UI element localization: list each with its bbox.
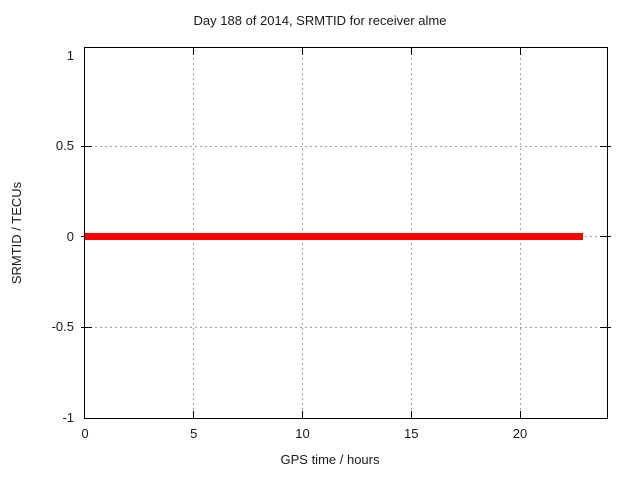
- x-tick-mark-top: [410, 48, 412, 55]
- x-tick-label: 20: [512, 426, 528, 441]
- x-tick-mark-top: [519, 48, 521, 55]
- x-tick-mark-top: [193, 48, 195, 55]
- plot-area: [81, 47, 611, 419]
- y-tick-label: 0: [66, 228, 74, 244]
- data-line-srmtid: [85, 233, 584, 240]
- x-tick-label: 0: [81, 426, 89, 441]
- x-tick-mark-top: [302, 48, 303, 55]
- x-tick-mark-bottom: [410, 411, 412, 418]
- x-tick-mark-bottom: [193, 411, 195, 418]
- y-tick-mark-right: [600, 326, 611, 328]
- gridline-horizontal: [85, 145, 607, 147]
- y-tick-label: 0.5: [55, 138, 74, 154]
- y-tick-mark-left: [81, 145, 92, 147]
- x-tick-label: 5: [190, 426, 198, 441]
- gridline-horizontal: [85, 326, 607, 328]
- y-tick-mark-right: [600, 236, 611, 238]
- x-axis-label: GPS time / hours: [280, 452, 380, 467]
- x-tick-mark-bottom: [302, 411, 303, 418]
- y-tick-mark-left: [81, 326, 92, 328]
- y-tick-label: -1: [62, 410, 74, 425]
- y-tick-label: 1: [66, 47, 74, 63]
- chart-title: Day 188 of 2014, SRMTID for receiver alm…: [193, 13, 447, 28]
- y-tick-label: -0.5: [51, 319, 74, 335]
- x-tick-mark-bottom: [519, 411, 521, 418]
- x-tick-label: 10: [295, 426, 310, 441]
- x-tick-label: 15: [404, 426, 419, 441]
- y-tick-mark-right: [600, 145, 611, 147]
